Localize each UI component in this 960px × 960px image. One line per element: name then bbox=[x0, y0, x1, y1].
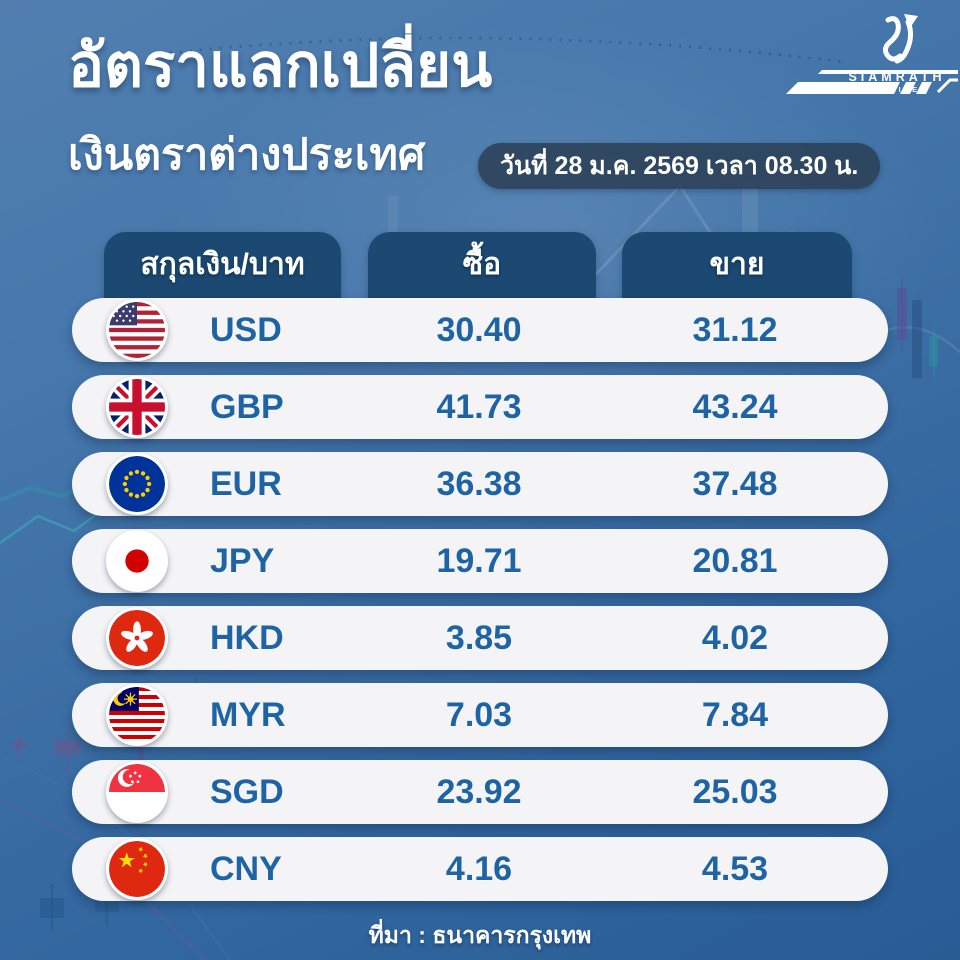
currency-code: JPY bbox=[210, 542, 275, 580]
hong-kong-flag-icon bbox=[106, 607, 168, 669]
table-row-usd: USD 30.40 31.12 bbox=[72, 298, 888, 362]
column-header-buy-label: ซื้อ bbox=[462, 248, 502, 281]
currency-code: USD bbox=[210, 311, 282, 349]
malaysia-flag-icon bbox=[106, 684, 168, 746]
column-header-sell-label: ขาย bbox=[709, 248, 765, 281]
siamrath-logo: SIAMRATH ONLINE bbox=[842, 12, 952, 94]
china-flag-icon bbox=[106, 838, 168, 900]
japan-flag-icon bbox=[106, 530, 168, 592]
buy-rate: 23.92 bbox=[436, 773, 522, 811]
eu-flag-icon bbox=[106, 453, 168, 515]
buy-rate: 36.38 bbox=[436, 465, 522, 503]
us-flag-icon bbox=[106, 299, 168, 361]
sell-rate: 4.53 bbox=[701, 850, 769, 888]
table-row-eur: EUR 36.38 37.48 bbox=[72, 452, 888, 516]
sell-rate: 25.03 bbox=[692, 773, 778, 811]
table-row-jpy: JPY 19.71 20.81 bbox=[72, 529, 888, 593]
date-time-badge: วันที่ 28 ม.ค. 2569 เวลา 08.30 น. bbox=[478, 143, 881, 189]
sell-rate: 7.84 bbox=[701, 696, 769, 734]
table-row-sgd: SGD 23.92 25.03 bbox=[72, 760, 888, 824]
siamrath-logo-icon bbox=[882, 14, 918, 64]
sell-rate: 20.81 bbox=[692, 542, 778, 580]
buy-rate: 3.85 bbox=[445, 619, 513, 657]
sell-rate: 31.12 bbox=[692, 311, 778, 349]
logo-subname: ONLINE bbox=[873, 85, 921, 94]
buy-rate: 41.73 bbox=[436, 388, 522, 426]
currency-code: SGD bbox=[210, 773, 284, 811]
buy-rate: 30.40 bbox=[436, 311, 522, 349]
currency-code: MYR bbox=[210, 696, 286, 734]
buy-rate: 19.71 bbox=[436, 542, 522, 580]
buy-rate: 7.03 bbox=[445, 696, 513, 734]
currency-code: HKD bbox=[210, 619, 284, 657]
table-row-myr: MYR 7.03 7.84 bbox=[72, 683, 888, 747]
currency-code: EUR bbox=[210, 465, 282, 503]
column-header-currency-label: สกุลเงิน/บาท bbox=[140, 248, 305, 281]
logo-name: SIAMRATH bbox=[848, 70, 946, 84]
uk-flag-icon bbox=[106, 376, 168, 438]
sell-rate: 43.24 bbox=[692, 388, 778, 426]
table-row-cny: CNY 4.16 4.53 bbox=[72, 837, 888, 901]
currency-code: CNY bbox=[210, 850, 282, 888]
page-title: อัตราแลกเปลี่ยน bbox=[68, 32, 493, 99]
singapore-flag-icon bbox=[106, 761, 168, 823]
table-row-gbp: GBP 41.73 43.24 bbox=[72, 375, 888, 439]
page-subtitle: เงินตราต่างประเทศ bbox=[68, 131, 426, 179]
buy-rate: 4.16 bbox=[445, 850, 513, 888]
sell-rate: 37.48 bbox=[692, 465, 778, 503]
sell-rate: 4.02 bbox=[701, 619, 769, 657]
table-row-hkd: HKD 3.85 4.02 bbox=[72, 606, 888, 670]
currency-code: GBP bbox=[210, 388, 284, 426]
source-attribution: ที่มา : ธนาคารกรุงเทพ bbox=[368, 922, 592, 948]
